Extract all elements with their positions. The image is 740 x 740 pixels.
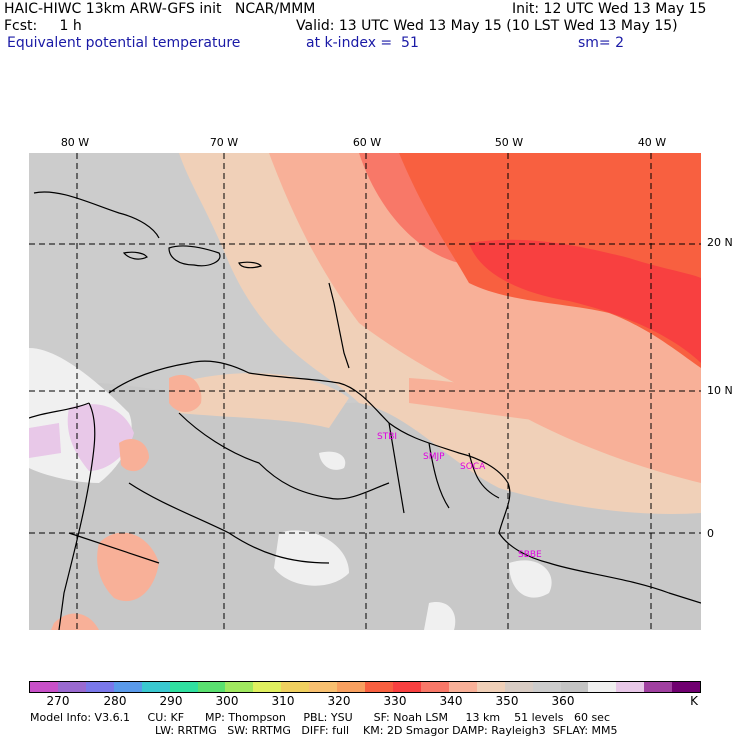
colorbar-cell bbox=[309, 682, 338, 692]
french-guiana-border bbox=[468, 452, 500, 499]
jamaica-coast bbox=[122, 251, 148, 260]
smoothing-label: sm= 2 bbox=[578, 35, 625, 51]
cloud-whites bbox=[274, 451, 552, 630]
header-line1-right: Init: 12 UTC Wed 13 May 15 bbox=[512, 1, 707, 17]
colombia-coast bbox=[58, 402, 96, 630]
guyana-border bbox=[388, 422, 405, 514]
colorbar-cell bbox=[337, 682, 366, 692]
coastlines bbox=[29, 191, 701, 630]
colorbar-cell bbox=[504, 682, 533, 692]
colorbar-cell bbox=[644, 682, 673, 692]
header-line2-right: Valid: 13 UTC Wed 13 May 15 (10 LST Wed … bbox=[296, 18, 678, 34]
cb-label-280: 280 bbox=[103, 694, 127, 708]
lon-label-70w: 70 W bbox=[209, 136, 239, 149]
cb-label-330: 330 bbox=[383, 694, 407, 708]
lat-label-10n: 10 N bbox=[707, 384, 733, 397]
colorbar-cell bbox=[588, 682, 617, 692]
venezuela-border bbox=[178, 412, 390, 500]
lesser-antilles bbox=[328, 282, 350, 369]
level-index: at k-index = 51 bbox=[306, 35, 419, 51]
lat-label-20n: 20 N bbox=[707, 236, 733, 249]
cb-label-270: 270 bbox=[46, 694, 70, 708]
cb-label-350: 350 bbox=[495, 694, 519, 708]
colorbar-cell bbox=[225, 682, 254, 692]
lon-label-80w: 80 W bbox=[60, 136, 90, 149]
colorbar bbox=[29, 681, 701, 693]
colorbar-cell bbox=[420, 682, 449, 692]
header-line2-left: Fcst: 1 h bbox=[4, 18, 82, 34]
model-info-line2: LW: RRTMG SW: RRTMG DIFF: full KM: 2D Sm… bbox=[155, 724, 618, 737]
colorbar-cell bbox=[141, 682, 170, 692]
lavender-region bbox=[67, 404, 134, 471]
station-soca: SOCA bbox=[460, 462, 486, 472]
header-line1-left: HAIC-HIWC 13km ARW-GFS init NCAR/MMM bbox=[4, 1, 316, 17]
cb-label-360: 360 bbox=[551, 694, 575, 708]
peru-border bbox=[68, 532, 160, 564]
model-info-line1: Model Info: V3.6.1 CU: KF MP: Thompson P… bbox=[30, 711, 610, 724]
cb-label-320: 320 bbox=[327, 694, 351, 708]
map-panel bbox=[29, 153, 701, 630]
lavender-region-2 bbox=[29, 423, 61, 458]
colorbar-cell bbox=[616, 682, 645, 692]
colorbar-cell bbox=[253, 682, 282, 692]
lon-label-40w: 40 W bbox=[637, 136, 667, 149]
colorbar-cell bbox=[476, 682, 505, 692]
colorbar-cell bbox=[197, 682, 226, 692]
station-smjp: SMJP bbox=[423, 452, 445, 462]
colorbar-cell bbox=[85, 682, 114, 692]
cb-label-290: 290 bbox=[159, 694, 183, 708]
colorbar-cell bbox=[113, 682, 142, 692]
venezuela-coast bbox=[108, 360, 701, 604]
colorbar-cell bbox=[365, 682, 393, 692]
colorbar-cell bbox=[169, 682, 198, 692]
tan-region-lower bbox=[179, 373, 349, 428]
colorbar-cell bbox=[448, 682, 477, 692]
lat-label-0: 0 bbox=[707, 527, 714, 540]
cb-unit-label: K bbox=[690, 694, 698, 708]
hispaniola-coast bbox=[168, 245, 221, 267]
lon-label-60w: 60 W bbox=[352, 136, 382, 149]
panama-coast bbox=[29, 402, 90, 419]
cb-label-300: 300 bbox=[215, 694, 239, 708]
grid-lines bbox=[29, 153, 701, 630]
cb-label-340: 340 bbox=[439, 694, 463, 708]
brazil-border bbox=[128, 482, 330, 564]
suriname-border bbox=[428, 442, 450, 509]
cb-label-310: 310 bbox=[271, 694, 295, 708]
lon-label-50w: 50 W bbox=[494, 136, 524, 149]
station-sbbe: SBBE bbox=[518, 550, 542, 560]
colorbar-cell bbox=[672, 682, 701, 692]
colorbar-cell bbox=[532, 682, 561, 692]
red-region-3 bbox=[469, 239, 701, 363]
colorbar-cell bbox=[30, 682, 58, 692]
field-name: Equivalent potential temperature bbox=[7, 35, 241, 51]
puerto-rico-coast bbox=[238, 261, 262, 269]
colorbar-cell bbox=[392, 682, 421, 692]
station-stbi: STBI bbox=[377, 432, 398, 442]
colorbar-cell bbox=[57, 682, 86, 692]
theta-e-map bbox=[29, 153, 701, 630]
orange-patches bbox=[51, 374, 202, 630]
cuba-coast bbox=[33, 191, 160, 239]
colorbar-cell bbox=[281, 682, 310, 692]
colorbar-cell bbox=[560, 682, 589, 692]
